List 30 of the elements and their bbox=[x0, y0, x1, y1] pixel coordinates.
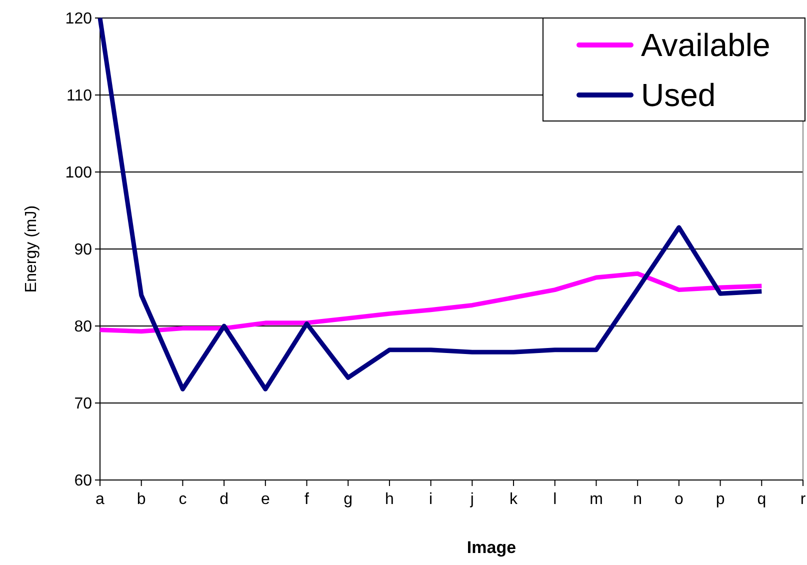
x-tick-label: f bbox=[304, 491, 310, 508]
x-tick-label: l bbox=[553, 491, 557, 508]
x-tick-label: i bbox=[429, 491, 433, 508]
x-tick-label: r bbox=[800, 491, 806, 508]
x-tick-label: q bbox=[757, 491, 766, 508]
x-tick-label: p bbox=[716, 491, 725, 508]
x-tick-label: j bbox=[469, 491, 474, 508]
x-tick-label: d bbox=[220, 491, 229, 508]
x-tick-label: h bbox=[385, 491, 394, 508]
line-series bbox=[98, 271, 764, 334]
y-tick-label: 90 bbox=[74, 242, 92, 259]
y-tick-label: 60 bbox=[74, 472, 92, 490]
x-axis-title: Image bbox=[466, 538, 516, 557]
y-tick-label: 110 bbox=[66, 88, 92, 105]
y-tick-label: 70 bbox=[74, 396, 92, 413]
y-tick-label: 80 bbox=[74, 318, 92, 336]
x-tick-label: g bbox=[344, 491, 353, 508]
x-tick-label: m bbox=[590, 491, 603, 508]
x-tick-label: e bbox=[260, 491, 270, 508]
y-axis-title: Energy (mJ) bbox=[23, 205, 40, 293]
x-tick-label: n bbox=[633, 491, 642, 508]
x-tick-label: c bbox=[178, 491, 187, 508]
x-tick-label: b bbox=[136, 491, 146, 508]
x-tick-label: k bbox=[510, 491, 519, 508]
legend-label: Used bbox=[641, 77, 716, 114]
legend-label: Available bbox=[641, 27, 770, 64]
x-tick-label: a bbox=[96, 491, 105, 508]
x-tick-label: o bbox=[674, 491, 684, 508]
y-tick-label: 100 bbox=[65, 164, 92, 182]
y-tick-label: 120 bbox=[65, 10, 92, 28]
